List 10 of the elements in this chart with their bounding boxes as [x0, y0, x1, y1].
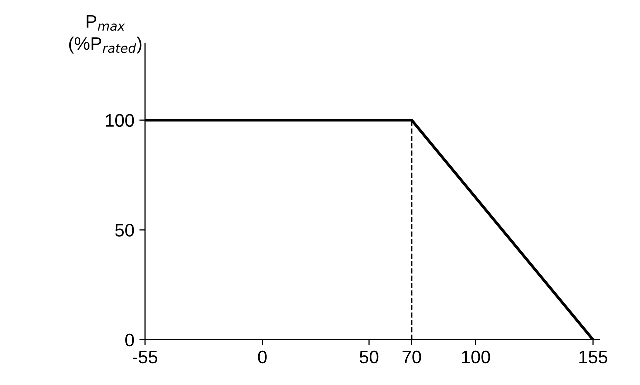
x-tick-label: 100 — [462, 350, 490, 364]
y-axis-title: P$_{max}$ (%P$_{rated}$) — [69, 15, 142, 54]
x-tick-label: 0 — [258, 350, 267, 364]
y-tick-label: 100 — [106, 114, 134, 128]
x-tick-label: 70 — [402, 350, 422, 364]
x-tick-label: -55 — [133, 351, 158, 364]
y-tick-label: 0 — [126, 334, 134, 347]
x-tick-label: 50 — [360, 350, 379, 364]
x-tick-label: 155 — [580, 351, 608, 364]
y-tick-label: 50 — [116, 224, 134, 237]
